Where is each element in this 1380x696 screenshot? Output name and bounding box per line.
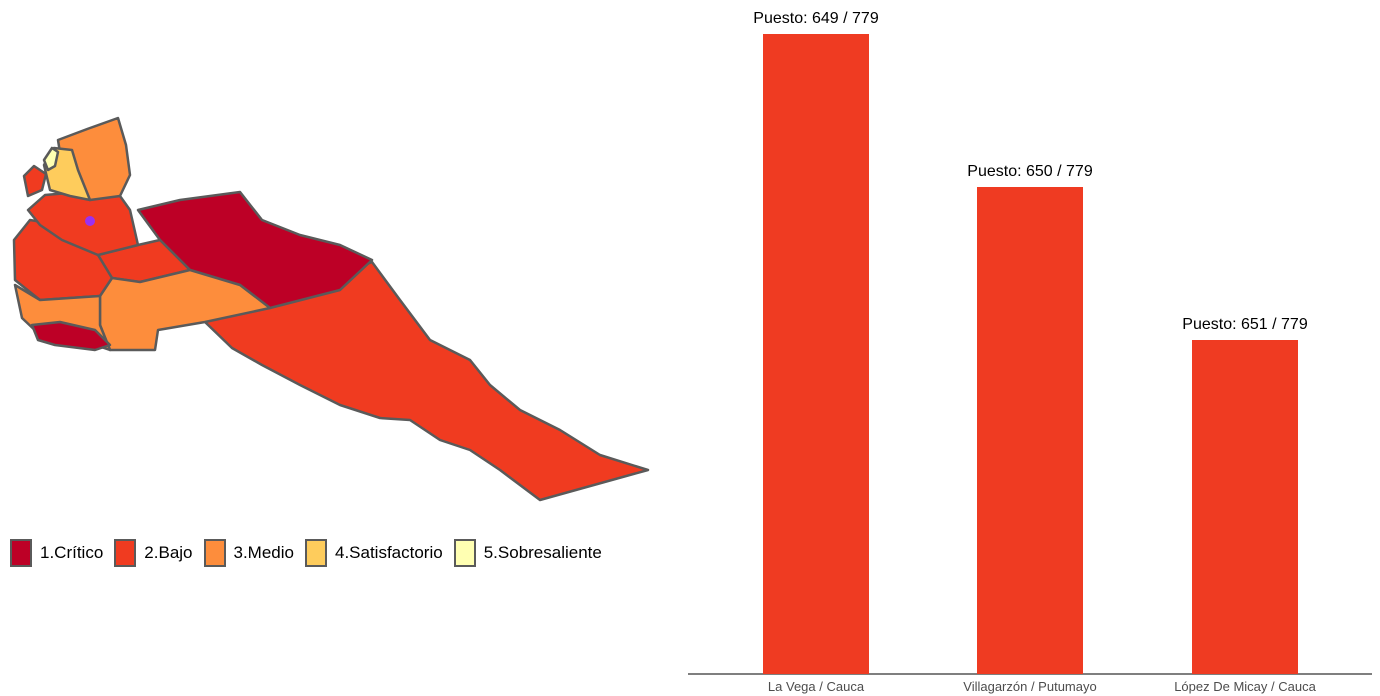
region-southwest-critico[interactable] bbox=[30, 320, 112, 352]
bar-data-label: Puesto: 651 / 779 bbox=[1182, 316, 1308, 333]
region-north-sobresaliente[interactable] bbox=[42, 146, 60, 172]
legend-label: 4.Satisfactorio bbox=[334, 543, 443, 562]
legend-swatch-sobresaliente bbox=[453, 539, 476, 567]
legend-item-critico: 1.Crítico bbox=[10, 539, 103, 567]
legend-swatch-critico bbox=[10, 539, 32, 567]
bar[interactable] bbox=[1192, 340, 1298, 674]
legend-item-medio: 3.Medio bbox=[203, 539, 294, 567]
location-marker bbox=[85, 216, 95, 226]
legend-label: 5.Sobresaliente bbox=[483, 543, 602, 562]
x-tick-label: López De Micay / Cauca bbox=[1174, 679, 1316, 694]
map-panel: 1.Crítico 2.Bajo 3.Medio 4.Satisfactorio… bbox=[0, 0, 680, 696]
bar-data-label: Puesto: 649 / 779 bbox=[753, 10, 879, 27]
legend-label: 1.Crítico bbox=[40, 543, 104, 562]
legend-swatch-satisfactorio bbox=[304, 539, 327, 567]
legend-label: 2.Bajo bbox=[144, 543, 193, 562]
choropleth-map bbox=[12, 116, 650, 502]
legend-item-bajo: 2.Bajo bbox=[114, 539, 193, 567]
region-tail-bajo[interactable] bbox=[203, 260, 650, 502]
legend-swatch-bajo bbox=[114, 539, 137, 567]
legend-item-satisfactorio: 4.Satisfactorio bbox=[304, 539, 443, 567]
map-legend: 1.Crítico 2.Bajo 3.Medio 4.Satisfactorio… bbox=[10, 536, 613, 570]
bar-chart: Puesto: 649 / 779 La Vega / Cauca Puesto: … bbox=[688, 10, 1372, 694]
legend-label: 3.Medio bbox=[233, 543, 294, 562]
bar[interactable] bbox=[763, 34, 869, 674]
x-tick-label: Villagarzón / Putumayo bbox=[963, 679, 1096, 694]
bar-data-label: Puesto: 650 / 779 bbox=[967, 163, 1093, 180]
bar[interactable] bbox=[977, 187, 1083, 674]
legend-swatch-medio bbox=[203, 539, 226, 567]
x-tick-label: La Vega / Cauca bbox=[768, 679, 865, 694]
legend-item-sobresaliente: 5.Sobresaliente bbox=[453, 539, 602, 567]
region-northwest-bajo[interactable] bbox=[22, 164, 48, 198]
bar-chart-panel: Puesto: 649 / 779 La Vega / Cauca Puesto: … bbox=[680, 0, 1380, 696]
